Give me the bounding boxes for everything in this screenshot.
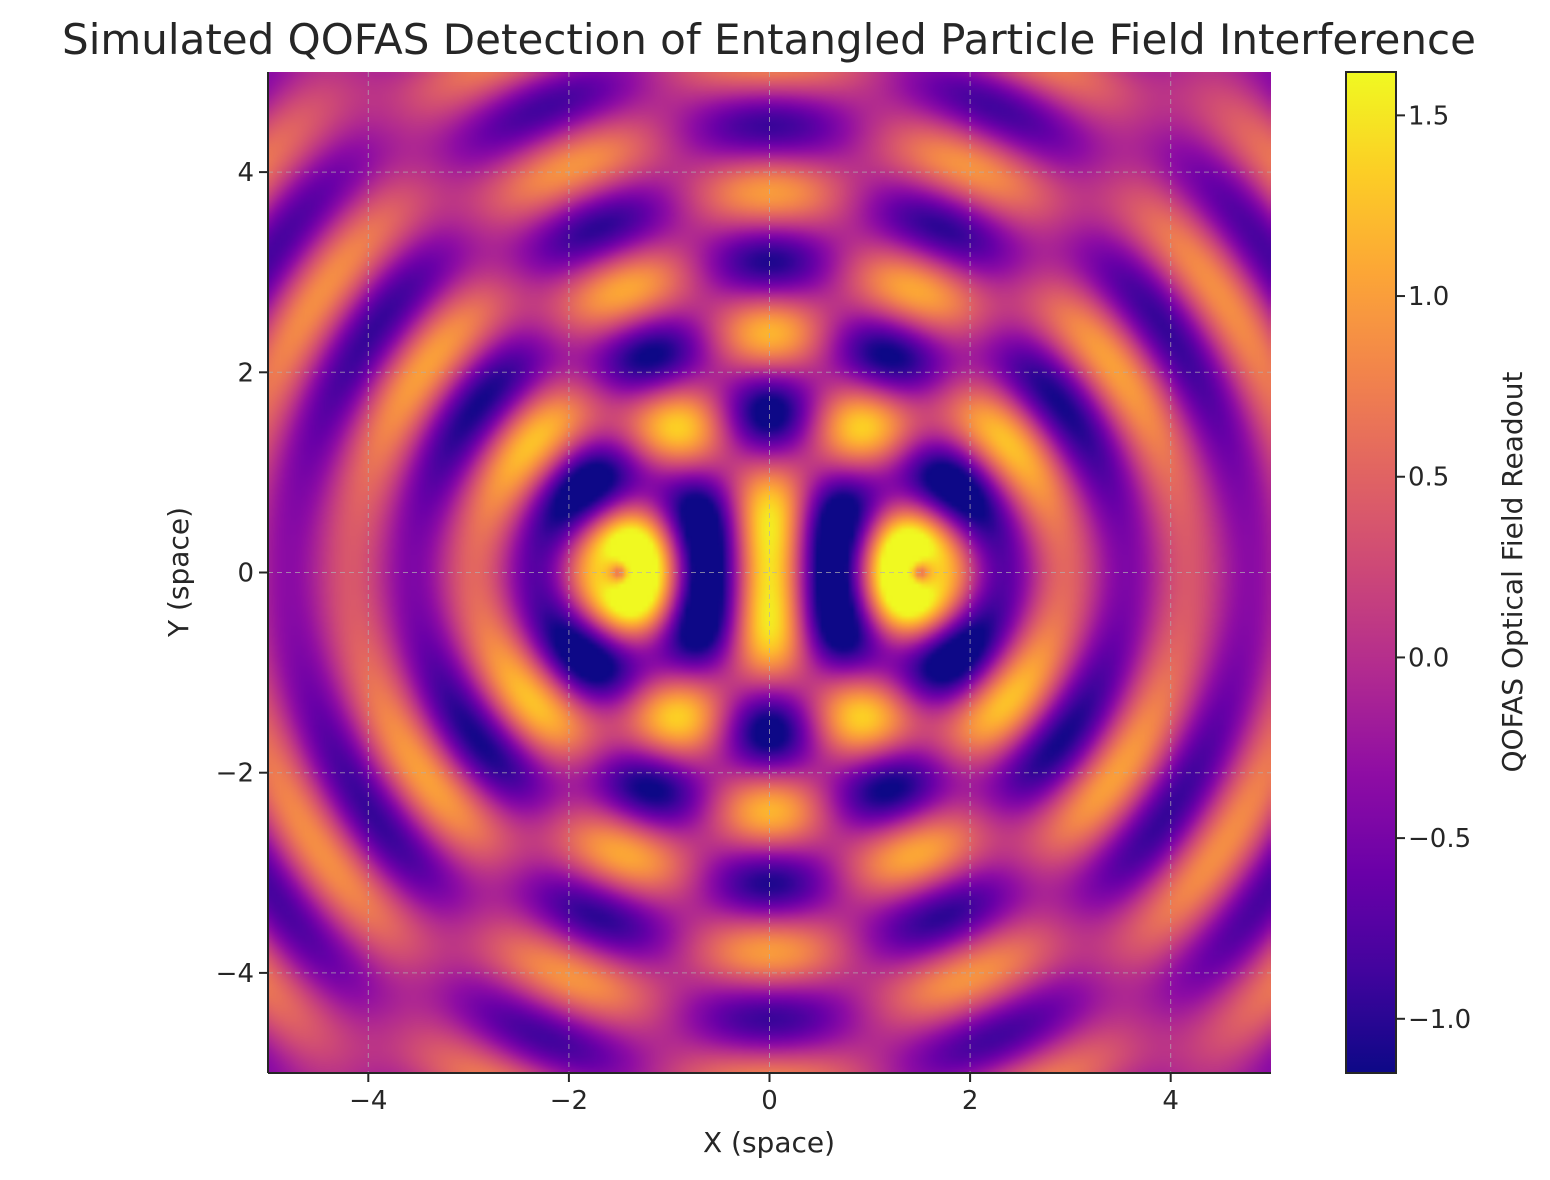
plot-area: −4 −2 0 2 4 −4 −2 0 2 4 [216,72,1271,1116]
colorbar-label: QOFAS Optical Field Readout [1496,371,1529,772]
colorbar-frame [1345,71,1397,1074]
y-tick-label: 2 [237,358,254,388]
x-tick-label: 0 [761,1086,778,1116]
y-tick-label: −2 [216,759,254,789]
y-tick-label: −4 [216,959,254,989]
colorbar-gradient [1346,72,1396,1073]
y-axis-label: Y (space) [162,507,195,638]
x-axis-label: X (space) [703,1126,835,1159]
colorbar-tick-label: 1.0 [1408,282,1449,312]
x-tick-label: −4 [349,1086,387,1116]
grid-lines [268,72,1271,1073]
colorbar: −1.0 −0.5 0.0 0.5 1.0 1.5 QOFAS Optical Field… [1345,71,1529,1074]
colorbar-tick-label: −0.5 [1408,824,1471,854]
colorbar-tick-label: −1.0 [1408,1005,1471,1035]
x-tick-label: −2 [550,1086,588,1116]
colorbar-tick-label: 0.5 [1408,463,1449,493]
y-tick-label: 0 [237,559,254,589]
colorbar-ticks: −1.0 −0.5 0.0 0.5 1.0 1.5 [1396,101,1471,1035]
y-tick-label: 4 [237,158,254,188]
colorbar-tick-label: 0.0 [1408,643,1449,673]
y-axis-ticks: −4 −2 0 2 4 [216,158,268,989]
x-tick-label: 2 [962,1086,979,1116]
x-tick-label: 4 [1162,1086,1179,1116]
chart-title: Simulated QOFAS Detection of Entangled P… [62,15,1476,64]
colorbar-tick-label: 1.5 [1408,101,1449,131]
x-axis-ticks: −4 −2 0 2 4 [349,1073,1179,1116]
